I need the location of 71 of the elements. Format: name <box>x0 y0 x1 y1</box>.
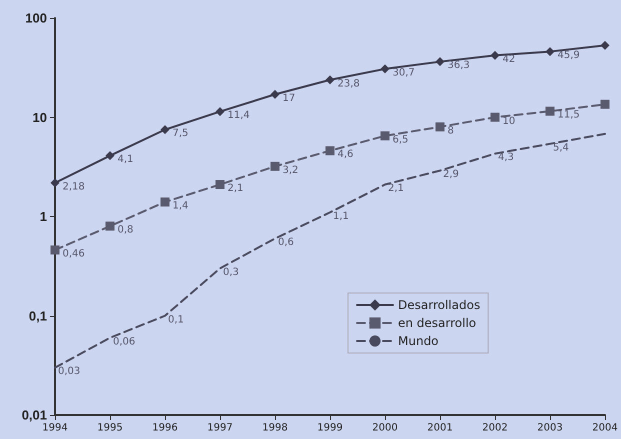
legend-label: en desarrollo <box>398 316 476 330</box>
x-tick-label: 2000 <box>372 422 398 434</box>
point <box>50 245 60 254</box>
y-tick-label: 100 <box>25 10 47 26</box>
point <box>600 40 610 50</box>
y-tick-label: 1 <box>40 209 47 224</box>
point <box>160 197 170 206</box>
data-label: 4,1 <box>118 154 134 166</box>
data-label: 1,1 <box>333 210 349 222</box>
point <box>436 57 444 66</box>
data-label: 0,46 <box>62 248 85 260</box>
point <box>546 106 554 116</box>
point <box>50 178 60 188</box>
data-label: 11,5 <box>558 110 580 121</box>
y-tick-label: 0,1 <box>28 308 47 324</box>
data-label: 4,3 <box>498 152 514 164</box>
data-label: 3,2 <box>282 164 298 176</box>
point <box>546 47 554 56</box>
data-label: 0,1 <box>168 314 184 326</box>
data-label: 42 <box>502 54 516 65</box>
data-label: 1,4 <box>172 200 188 212</box>
point <box>270 162 280 171</box>
data-label: 5,4 <box>553 142 569 154</box>
data-label: 2,1 <box>388 183 404 194</box>
point <box>216 107 224 116</box>
x-tick-label: 1994 <box>42 422 68 434</box>
data-label: 17 <box>282 92 296 104</box>
point <box>270 90 280 99</box>
x-tick-label: 2002 <box>482 422 508 434</box>
point <box>436 122 444 132</box>
x-tick-label: 2004 <box>592 422 618 434</box>
x-tick-label: 1996 <box>152 422 178 434</box>
data-label: 11,4 <box>228 110 250 122</box>
x-tick-label: 2003 <box>537 422 563 434</box>
point <box>106 222 114 231</box>
point <box>326 75 334 84</box>
x-tick-label: 1998 <box>262 422 288 434</box>
data-label: 2,18 <box>62 181 85 192</box>
data-label: 0,8 <box>118 224 134 236</box>
point <box>490 112 500 122</box>
data-label: 36,3 <box>448 60 470 72</box>
point <box>216 180 224 190</box>
point <box>490 50 500 60</box>
point <box>380 131 390 140</box>
data-label: 23,8 <box>338 78 360 90</box>
data-label: 0,03 <box>58 366 80 378</box>
data-label: 10 <box>502 116 516 127</box>
data-label: 7,5 <box>172 128 188 140</box>
point <box>106 151 114 160</box>
x-tick-label: 1995 <box>97 422 123 434</box>
point <box>160 125 170 134</box>
data-label: 30,7 <box>392 67 415 78</box>
data-label: 45,9 <box>558 50 580 62</box>
legend-label: Mundo <box>398 334 439 348</box>
data-label: 4,6 <box>338 149 354 160</box>
legend-label: Desarrollados <box>398 298 480 312</box>
y-tick-label: 10 <box>32 110 47 125</box>
data-label: 0,3 <box>223 266 239 278</box>
point <box>380 64 390 74</box>
point <box>326 146 334 156</box>
data-label: 6,5 <box>392 134 408 146</box>
data-label: 2,9 <box>443 169 459 180</box>
x-tick-label: 2001 <box>427 422 453 434</box>
data-label: 2,1 <box>228 183 244 194</box>
point <box>600 100 610 109</box>
x-tick-label: 1997 <box>207 422 233 434</box>
data-label: 0,6 <box>278 237 294 248</box>
x-tick-label: 1999 <box>317 422 343 434</box>
data-label: 0,06 <box>113 336 136 348</box>
data-label: 8 <box>448 125 454 136</box>
y-tick-label: 0,01 <box>22 408 47 422</box>
